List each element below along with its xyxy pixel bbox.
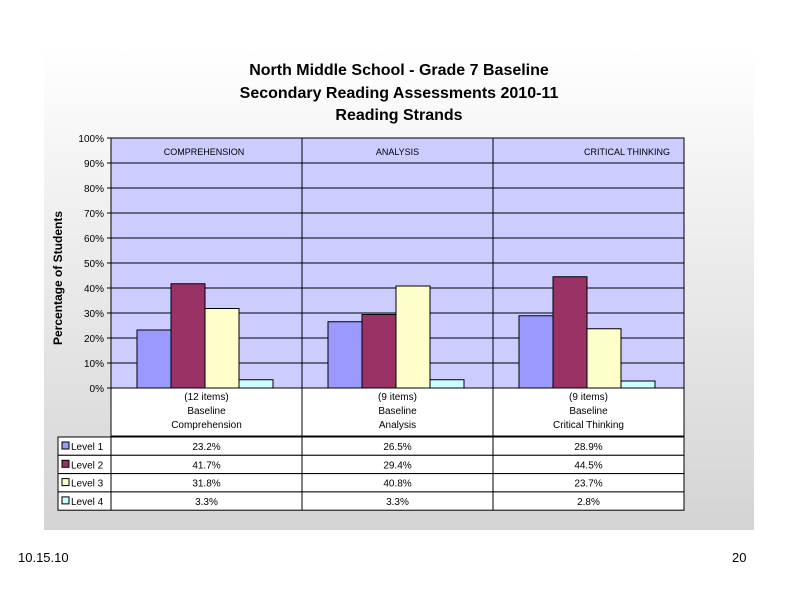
y-tick-label: 70% [84,209,104,220]
data-table-value: 2.8% [577,497,600,508]
y-tick-label: 20% [84,334,104,345]
data-table-value: 44.5% [574,460,602,471]
data-table-value: 3.3% [386,497,409,508]
chart-title-line-1: North Middle School - Grade 7 Baseline [249,62,549,79]
legend-swatch [61,459,70,468]
category-label: (9 items) [569,392,608,403]
data-table-value: 23.7% [574,479,602,490]
data-table-row [57,491,685,511]
bar [327,321,363,389]
chart-title-line-3: Reading Strands [335,107,463,124]
category-label: (9 items) [378,392,417,403]
data-table-value: 28.9% [574,442,602,453]
y-tick-label: 40% [84,284,104,295]
chart-title-line-2: Secondary Reading Assessments 2010-11 [239,85,559,102]
y-tick-label: 50% [84,259,104,270]
category-label: Critical Thinking [553,420,624,431]
footer-date: 10.15.10 [18,550,69,565]
category-label-box [110,387,685,437]
y-tick-label: 100% [78,134,104,145]
data-table-value: 40.8% [383,479,411,490]
bar [552,276,588,389]
legend-label: Level 3 [71,479,104,490]
bar [204,308,240,389]
bar [170,283,206,389]
category-label: (12 items) [184,392,228,403]
strand-label: ANALYSIS [376,147,419,157]
category-label: Baseline [569,406,608,417]
bar [136,329,172,389]
legend-label: Level 2 [71,460,104,471]
bar [395,285,431,389]
category-label: Baseline [187,406,226,417]
y-tick-label: 10% [84,359,104,370]
category-label: Baseline [378,406,417,417]
legend-swatch [61,478,70,487]
bar [361,314,397,389]
bar [620,380,656,389]
category-label: Comprehension [171,420,242,431]
data-table-value: 31.8% [192,479,220,490]
y-tick-label: 80% [84,184,104,195]
legend-label: Level 1 [71,442,104,453]
data-table-value: 23.2% [192,442,220,453]
y-tick-label: 60% [84,234,104,245]
data-table-value: 26.5% [383,442,411,453]
legend-swatch [61,496,70,505]
data-table-value: 41.7% [192,460,220,471]
y-tick-label: 0% [90,384,105,395]
bar [518,315,554,389]
y-tick-label: 30% [84,309,104,320]
bar [429,379,465,389]
y-tick-label: 90% [84,159,104,170]
footer-page-number: 20 [732,550,747,565]
data-table-value: 3.3% [195,497,218,508]
category-label: Analysis [379,420,416,431]
legend-swatch [61,441,70,450]
data-table-value: 29.4% [383,460,411,471]
bar [238,379,274,389]
bar [586,328,622,389]
strand-label: COMPREHENSION [164,147,245,157]
strand-label: CRITICAL THINKING [584,147,670,157]
legend-label: Level 4 [71,497,104,508]
